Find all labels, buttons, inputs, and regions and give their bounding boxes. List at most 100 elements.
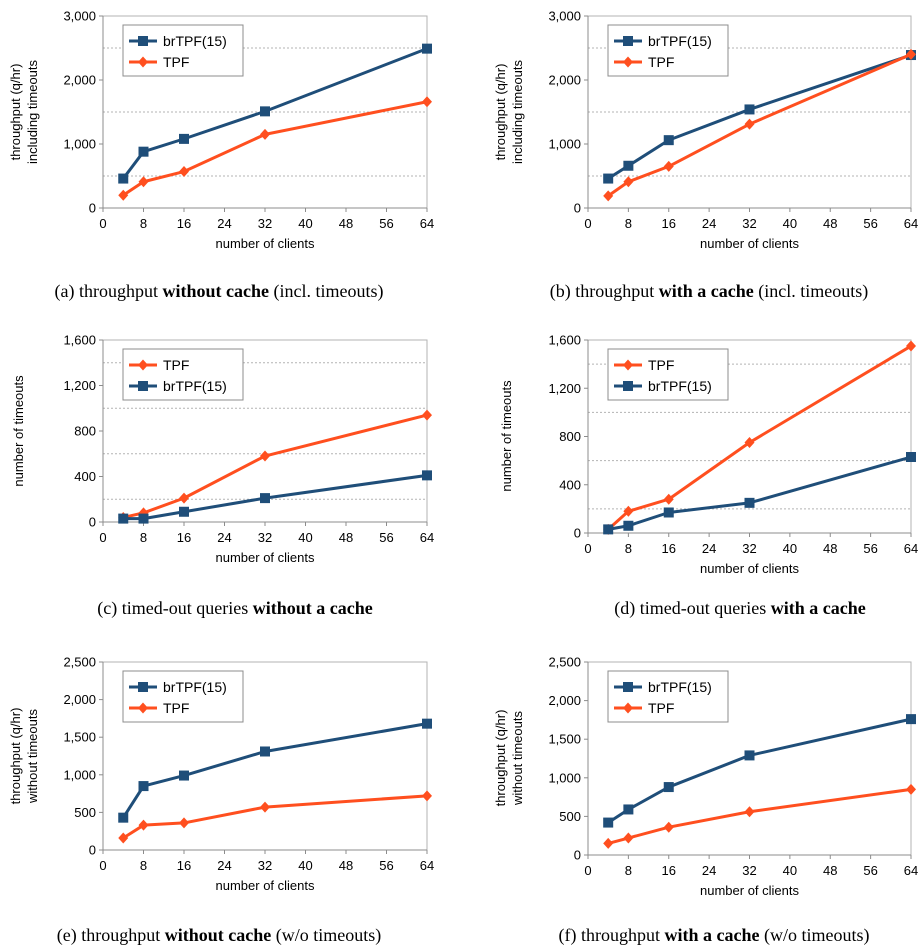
legend: brTPF(15) TPF <box>607 24 729 77</box>
x-tick-label: 56 <box>863 863 877 878</box>
panel-caption: (b) throughput with a cache (incl. timeo… <box>550 281 868 302</box>
data-point <box>623 160 634 171</box>
data-point <box>906 452 916 463</box>
data-point <box>138 819 149 831</box>
data-point <box>179 492 189 504</box>
data-point <box>744 806 755 818</box>
x-tick-label: 40 <box>783 541 797 556</box>
data-point <box>118 189 129 201</box>
x-tick-label: 32 <box>742 863 756 878</box>
data-point <box>744 497 755 508</box>
panel-caption: (f) throughput with a cache (w/o timeout… <box>559 925 870 946</box>
caption-text: (f) throughput <box>559 925 665 946</box>
y-axis-title: including timeouts <box>510 59 525 164</box>
caption-bold: without cache <box>165 925 272 945</box>
y-tick-label: 0 <box>89 201 96 216</box>
data-point <box>118 173 129 184</box>
data-point <box>906 340 916 352</box>
x-tick-label: 24 <box>702 541 716 556</box>
x-tick-label: 16 <box>177 858 191 873</box>
legend-box <box>122 348 244 401</box>
y-axis-title: without timeouts <box>25 709 40 804</box>
x-tick-label: 24 <box>217 530 231 545</box>
x-tick-label: 64 <box>420 216 434 231</box>
legend-swatch-marker <box>138 381 148 391</box>
y-tick-label: 0 <box>574 201 581 216</box>
data-point <box>138 781 149 792</box>
y-tick-label: 2,500 <box>63 655 96 670</box>
data-point <box>623 520 634 531</box>
data-point <box>138 146 149 157</box>
x-tick-label: 16 <box>662 216 676 231</box>
x-tick-label: 40 <box>298 858 312 873</box>
x-tick-label: 32 <box>742 216 756 231</box>
y-tick-label: 1,000 <box>548 770 581 785</box>
x-tick-label: 24 <box>217 858 231 873</box>
legend-swatch-marker <box>623 359 633 371</box>
data-point <box>744 118 755 130</box>
y-tick-label: 1,000 <box>63 767 96 782</box>
x-tick-label: 24 <box>217 216 231 231</box>
data-point <box>422 43 432 54</box>
x-tick-label: 56 <box>863 541 877 556</box>
x-tick-label: 8 <box>625 216 632 231</box>
series-line <box>122 794 428 840</box>
caption-text: (e) throughput <box>57 925 165 946</box>
x-tick-label: 40 <box>783 216 797 231</box>
legend-label: TPF <box>648 700 674 716</box>
data-point <box>260 128 270 140</box>
chart-panel-c: 0 400 800 1,200 1,600 0 8 16 24 32 40 48 56 64 number … <box>11 333 434 566</box>
y-axis-title: throughput (q/hr) <box>493 64 508 161</box>
caption-text: (w/o timeouts) <box>759 925 869 946</box>
x-tick-label: 56 <box>379 858 393 873</box>
y-tick-label: 2,000 <box>63 692 96 707</box>
data-point <box>260 493 270 504</box>
y-axis-title: throughput (q/hr) <box>8 64 23 161</box>
data-point <box>603 173 614 184</box>
x-tick-label: 64 <box>420 530 434 545</box>
y-tick-label: 1,200 <box>548 381 581 396</box>
x-tick-label: 16 <box>662 541 676 556</box>
data-point <box>179 166 189 178</box>
x-tick-label: 56 <box>379 530 393 545</box>
data-point <box>906 48 916 60</box>
caption-text: (incl. timeouts) <box>754 281 868 302</box>
data-point <box>744 750 755 761</box>
caption-bold: with a cache <box>771 598 866 618</box>
data-point <box>603 524 614 535</box>
legend: TPF brTPF(15) <box>607 348 729 401</box>
caption-bold: with a cache <box>665 925 760 945</box>
y-tick-label: 3,000 <box>63 9 96 24</box>
legend-swatch-marker <box>623 36 633 46</box>
legend-swatch-marker <box>623 702 633 714</box>
panel-caption: (a) throughput without cache (incl. time… <box>55 281 384 302</box>
caption-text: (incl. timeouts) <box>269 281 383 302</box>
y-axis-title: without timeouts <box>510 711 525 806</box>
legend-swatch-marker <box>138 682 148 692</box>
y-axis-title: throughput (q/hr) <box>493 710 508 807</box>
data-point <box>422 470 432 481</box>
x-tick-label: 64 <box>420 858 434 873</box>
chart-panel-f: 0 500 1,000 1,500 2,000 2,500 0 8 16 24 32 40 48 56 64… <box>493 655 918 899</box>
x-axis-title: number of clients <box>700 883 799 898</box>
caption-text: (b) throughput <box>550 281 659 302</box>
x-tick-label: 8 <box>625 863 632 878</box>
x-tick-label: 40 <box>298 216 312 231</box>
data-point <box>906 714 916 725</box>
x-tick-label: 40 <box>298 530 312 545</box>
data-point <box>663 782 674 793</box>
y-tick-label: 800 <box>74 424 96 439</box>
data-point <box>179 770 189 781</box>
legend-box <box>607 348 729 401</box>
data-point <box>603 837 614 849</box>
data-point <box>179 133 189 144</box>
series-line <box>607 787 912 845</box>
series-line <box>123 473 428 521</box>
y-tick-label: 500 <box>74 805 96 820</box>
data-point <box>744 104 755 115</box>
data-point <box>603 190 614 202</box>
x-tick-label: 0 <box>99 858 106 873</box>
y-tick-label: 1,600 <box>548 333 581 348</box>
legend-label: brTPF(15) <box>163 679 227 695</box>
x-tick-label: 0 <box>584 216 591 231</box>
